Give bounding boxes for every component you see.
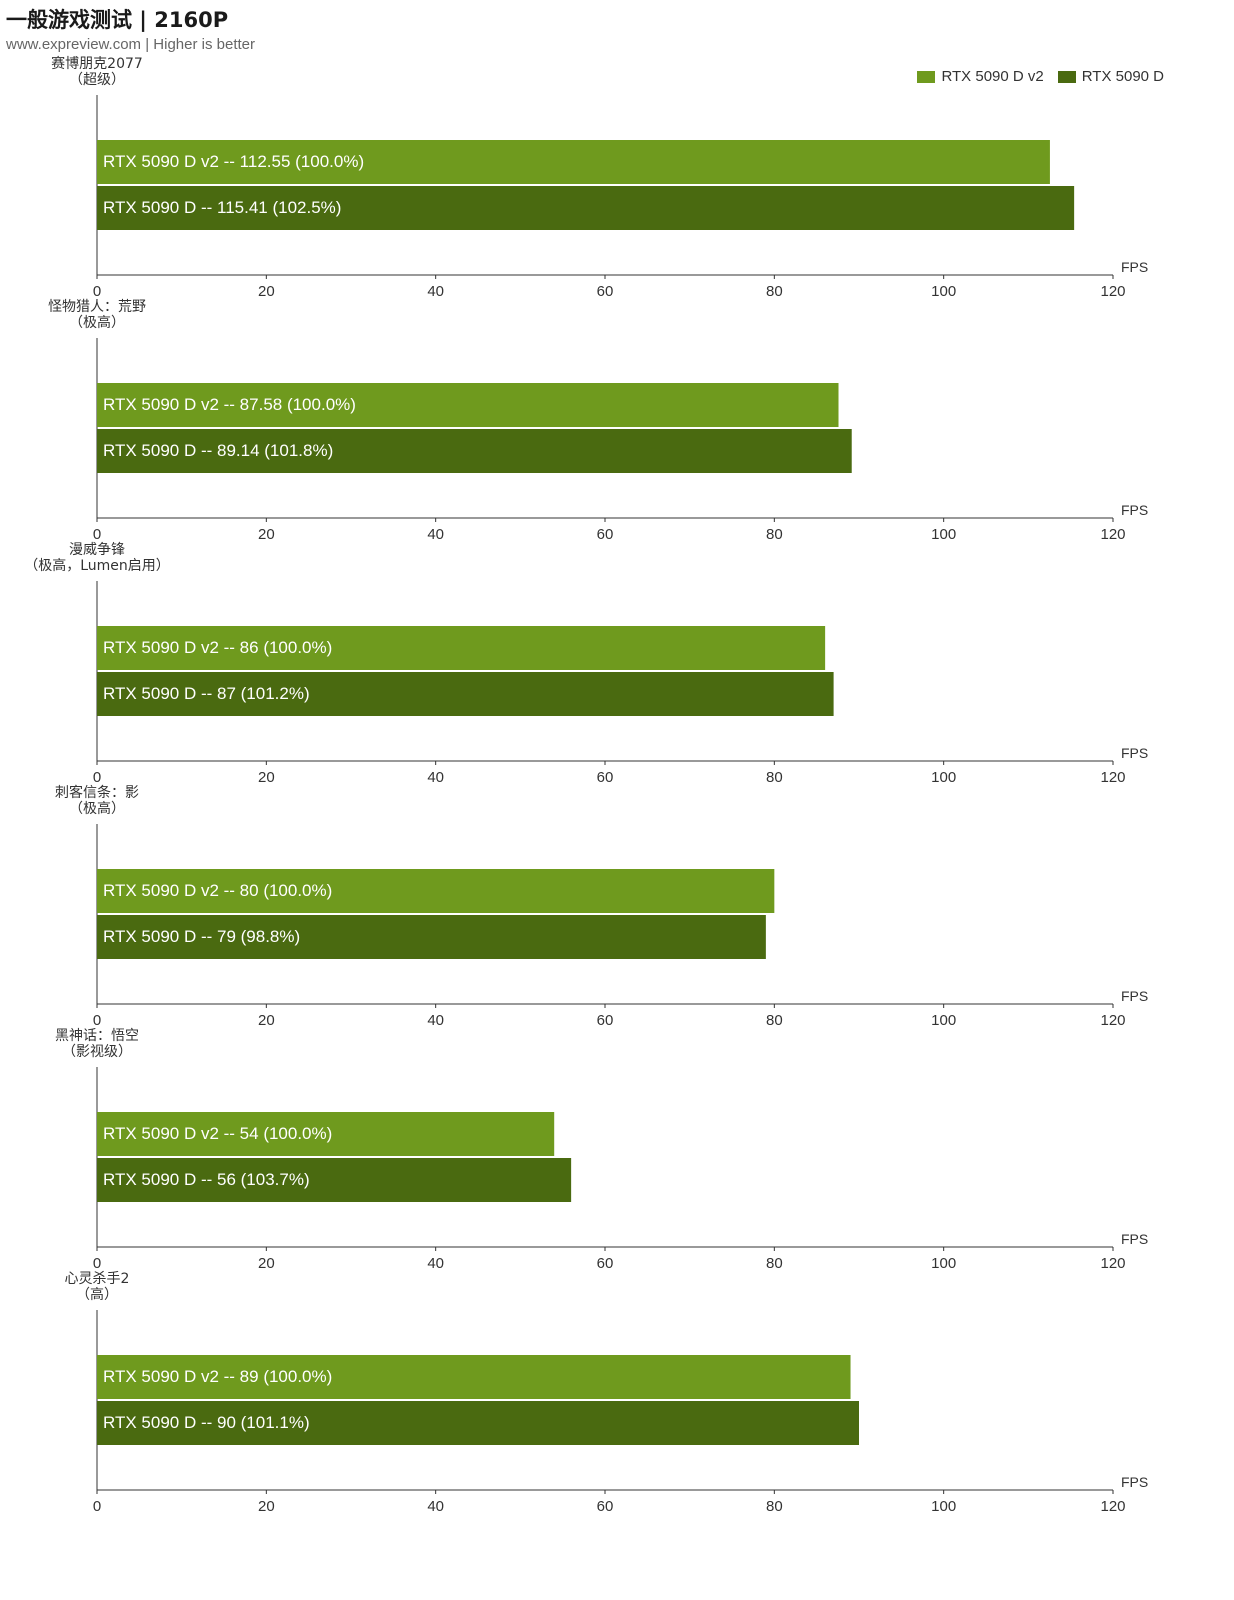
- x-tick-label: 20: [258, 526, 275, 543]
- legend-swatch-v2: [917, 70, 936, 83]
- bar: [97, 1401, 859, 1445]
- legend: RTX 5090 D v2 RTX 5090 D: [917, 68, 1164, 85]
- bar: [97, 383, 839, 427]
- bar-label: RTX 5090 D v2 -- 112.55 (100.0%): [103, 152, 364, 171]
- bar: [97, 626, 826, 670]
- bar: [97, 915, 766, 959]
- x-tick-label: 20: [258, 283, 275, 300]
- bar-label: RTX 5090 D -- 87 (101.2%): [103, 684, 310, 703]
- legend-label-d: RTX 5090 D: [1081, 68, 1164, 85]
- legend-item-v2[interactable]: RTX 5090 D v2: [917, 68, 1044, 85]
- bar: [97, 186, 1075, 230]
- x-unit-label: FPS: [1121, 745, 1148, 761]
- x-tick-label: 20: [258, 1498, 275, 1515]
- group-title: 漫威争锋: [69, 542, 125, 558]
- bar-label: RTX 5090 D -- 79 (98.8%): [103, 927, 300, 946]
- group-title: 心灵杀手2: [65, 1271, 130, 1287]
- bar-label: RTX 5090 D v2 -- 86 (100.0%): [103, 638, 332, 657]
- bar-label: RTX 5090 D v2 -- 89 (100.0%): [103, 1367, 332, 1386]
- group-title: 刺客信条：影: [55, 784, 139, 801]
- bar: [97, 1158, 572, 1202]
- x-tick-label: 80: [766, 1012, 783, 1029]
- group-setting: （影视级）: [62, 1044, 132, 1060]
- x-tick-label: 120: [1100, 1012, 1125, 1029]
- x-tick-label: 60: [597, 1012, 614, 1029]
- x-unit-label: FPS: [1121, 988, 1148, 1004]
- x-tick-label: 100: [931, 769, 956, 786]
- group-setting: （极高，Lumen启用）: [24, 557, 170, 574]
- x-tick-label: 60: [597, 283, 614, 300]
- x-tick-label: 80: [766, 283, 783, 300]
- chart-subtitle: www.expreview.com | Higher is better: [6, 36, 255, 53]
- x-tick-label: 40: [427, 1012, 444, 1029]
- x-tick-label: 0: [93, 1012, 101, 1029]
- x-tick-label: 0: [93, 526, 101, 543]
- bar-label: RTX 5090 D -- 90 (101.1%): [103, 1413, 310, 1432]
- group-setting: （超级）: [69, 72, 125, 88]
- bar-label: RTX 5090 D -- 115.41 (102.5%): [103, 198, 341, 217]
- x-tick-label: 120: [1100, 283, 1125, 300]
- bar: [97, 1355, 851, 1399]
- x-tick-label: 80: [766, 769, 783, 786]
- group-title: 赛博朋克2077: [51, 55, 143, 72]
- bar: [97, 672, 834, 716]
- x-tick-label: 100: [931, 283, 956, 300]
- bar-label: RTX 5090 D -- 56 (103.7%): [103, 1170, 310, 1189]
- x-tick-label: 120: [1100, 526, 1125, 543]
- x-tick-label: 120: [1100, 769, 1125, 786]
- x-tick-label: 80: [766, 526, 783, 543]
- x-tick-label: 100: [931, 1255, 956, 1272]
- x-tick-label: 0: [93, 1498, 101, 1515]
- x-unit-label: FPS: [1121, 1474, 1148, 1490]
- x-tick-label: 100: [931, 1498, 956, 1515]
- legend-label-v2: RTX 5090 D v2: [941, 68, 1044, 85]
- x-tick-label: 120: [1100, 1255, 1125, 1272]
- x-tick-label: 80: [766, 1255, 783, 1272]
- bar-label: RTX 5090 D v2 -- 80 (100.0%): [103, 881, 332, 900]
- bar: [97, 869, 775, 913]
- x-tick-label: 40: [427, 1498, 444, 1515]
- x-tick-label: 120: [1100, 1498, 1125, 1515]
- legend-item-d[interactable]: RTX 5090 D: [1057, 68, 1164, 85]
- x-tick-label: 100: [931, 526, 956, 543]
- bar-label: RTX 5090 D v2 -- 87.58 (100.0%): [103, 395, 356, 414]
- x-unit-label: FPS: [1121, 1231, 1148, 1247]
- bar-label: RTX 5090 D -- 89.14 (101.8%): [103, 441, 333, 460]
- bar-label: RTX 5090 D v2 -- 54 (100.0%): [103, 1124, 332, 1143]
- x-tick-label: 40: [427, 769, 444, 786]
- x-tick-label: 40: [427, 283, 444, 300]
- group-setting: （极高）: [69, 314, 125, 331]
- group-setting: （高）: [76, 1286, 118, 1303]
- x-tick-label: 40: [427, 1255, 444, 1272]
- bar: [97, 1112, 555, 1156]
- group-title: 怪物猎人：荒野: [48, 299, 146, 315]
- x-tick-label: 100: [931, 1012, 956, 1029]
- x-tick-label: 0: [93, 283, 101, 300]
- group-title: 黑神话：悟空: [55, 1028, 139, 1044]
- legend-swatch-d: [1057, 70, 1076, 83]
- bar: [97, 429, 852, 473]
- x-tick-label: 20: [258, 1012, 275, 1029]
- x-tick-label: 0: [93, 769, 101, 786]
- x-tick-label: 40: [427, 526, 444, 543]
- x-tick-label: 60: [597, 1498, 614, 1515]
- bar: [97, 140, 1050, 184]
- x-tick-label: 20: [258, 769, 275, 786]
- x-tick-label: 60: [597, 1255, 614, 1272]
- group-setting: （极高）: [69, 800, 125, 817]
- x-unit-label: FPS: [1121, 502, 1148, 518]
- chart-title: 一般游戏测试 | 2160P: [6, 8, 229, 32]
- x-tick-label: 80: [766, 1498, 783, 1515]
- x-unit-label: FPS: [1121, 259, 1148, 275]
- x-tick-label: 60: [597, 526, 614, 543]
- x-tick-label: 0: [93, 1255, 101, 1272]
- x-tick-label: 20: [258, 1255, 275, 1272]
- x-tick-label: 60: [597, 769, 614, 786]
